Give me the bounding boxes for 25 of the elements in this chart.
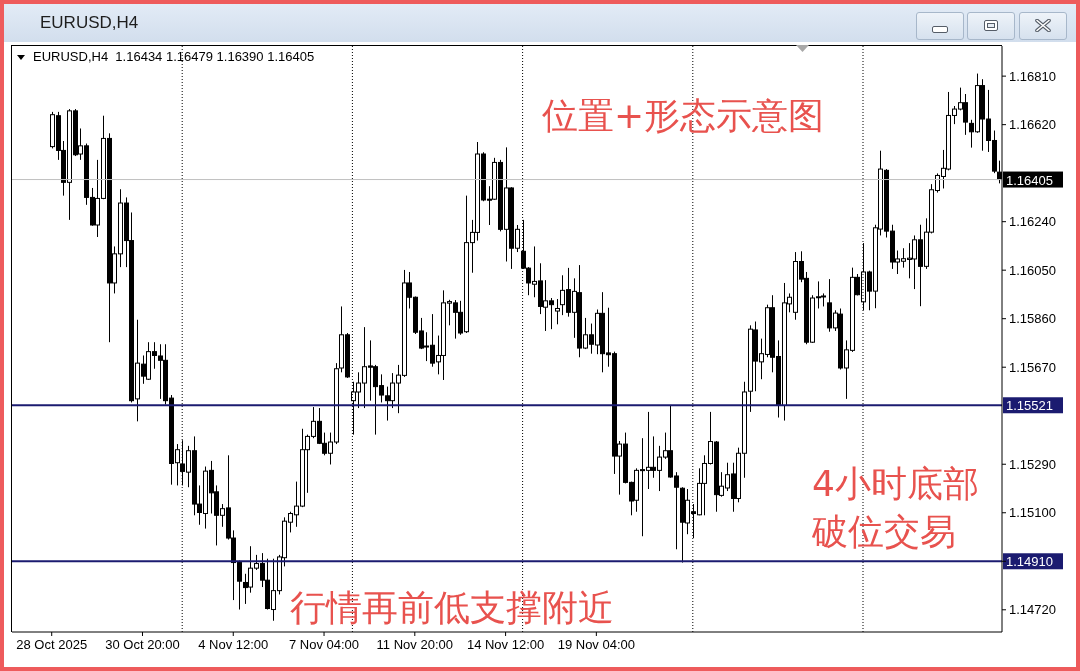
chart-subtitle: EURUSD,H4 1.16434 1.16479 1.16390 1.16405 xyxy=(33,49,315,64)
annotation: 4小时底部破位交易 xyxy=(812,462,980,554)
x-tick-label: 28 Oct 2025 xyxy=(16,637,88,653)
y-tick-label: 1.15290 xyxy=(1009,456,1056,472)
x-tick-label: 4 Nov 12:00 xyxy=(198,637,269,653)
y-tick-label: 1.16810 xyxy=(1009,68,1056,84)
y-tick-label: 1.15100 xyxy=(1009,505,1056,521)
ref-line-label: 1.14910 xyxy=(1006,554,1053,570)
y-tick-label: 1.15670 xyxy=(1009,359,1056,375)
x-tick-label: 14 Nov 12:00 xyxy=(466,637,545,653)
y-tick-label: 1.16620 xyxy=(1009,117,1056,133)
y-tick-label: 1.15860 xyxy=(1009,311,1056,327)
y-tick-label: 1.14720 xyxy=(1009,602,1056,618)
annotation: 行情再前低支撑附近 xyxy=(290,586,614,630)
annotation: 位置+形态示意图 xyxy=(541,94,825,138)
candlestick xyxy=(555,298,560,325)
x-tick-label: 11 Nov 20:00 xyxy=(376,637,453,653)
x-tick-label: 30 Oct 20:00 xyxy=(105,637,180,653)
y-tick-label: 1.16240 xyxy=(1009,214,1056,230)
ref-line-label: 1.15521 xyxy=(1006,398,1053,414)
x-tick-label: 19 Nov 04:00 xyxy=(557,637,636,653)
x-tick-label: 7 Nov 04:00 xyxy=(288,637,360,653)
chart-title: EURUSD,H4 xyxy=(40,13,139,33)
y-tick-label: 1.16050 xyxy=(1009,262,1056,278)
ref-line-label: 1.16405 xyxy=(1006,172,1053,188)
